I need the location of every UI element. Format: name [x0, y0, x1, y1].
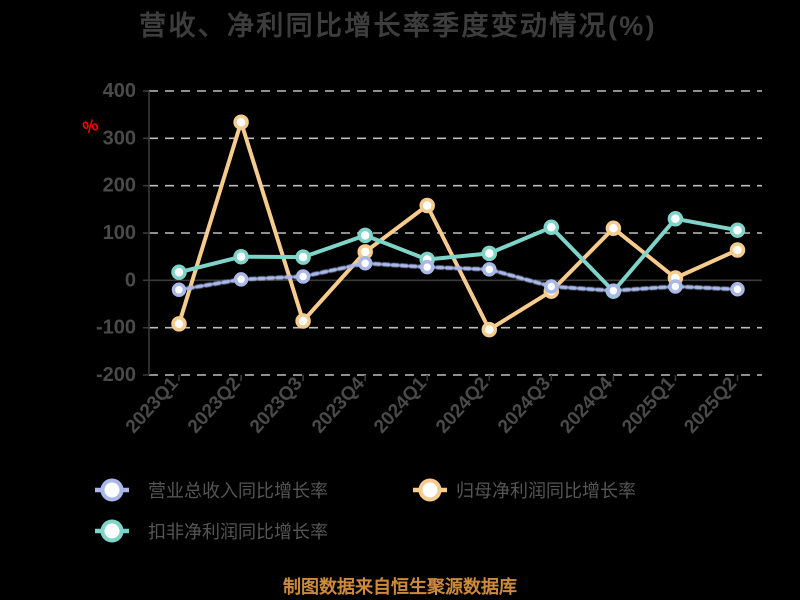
- svg-text:制图数据来自恒生聚源数据库: 制图数据来自恒生聚源数据库: [283, 576, 517, 597]
- svg-text:2024Q1: 2024Q1: [370, 373, 431, 438]
- svg-text:营业总收入同比增长率: 营业总收入同比增长率: [148, 481, 328, 501]
- svg-text:2023Q2: 2023Q2: [184, 373, 245, 437]
- svg-text:扣非净利润同比增长率: 扣非净利润同比增长率: [148, 522, 328, 542]
- svg-text:2023Q3: 2023Q3: [246, 373, 307, 437]
- svg-text:-200: -200: [96, 364, 136, 386]
- svg-text:2024Q2: 2024Q2: [432, 373, 493, 437]
- svg-text:0: 0: [125, 269, 136, 291]
- svg-text:300: 300: [103, 127, 136, 149]
- svg-text:2025Q1: 2025Q1: [618, 373, 679, 438]
- svg-text:200: 200: [103, 175, 136, 197]
- svg-text:2024Q3: 2024Q3: [494, 373, 555, 437]
- svg-text:2024Q4: 2024Q4: [556, 373, 617, 438]
- svg-text:2025Q2: 2025Q2: [680, 373, 741, 437]
- svg-text:营收、净利同比增长率季度变动情况(%): 营收、净利同比增长率季度变动情况(%): [139, 10, 657, 41]
- svg-text:-100: -100: [96, 317, 136, 339]
- svg-text:%: %: [80, 115, 100, 138]
- svg-text:400: 400: [103, 80, 136, 102]
- svg-text:100: 100: [103, 222, 136, 244]
- svg-text:归母净利润同比增长率: 归母净利润同比增长率: [456, 481, 636, 501]
- svg-text:2023Q4: 2023Q4: [308, 373, 369, 438]
